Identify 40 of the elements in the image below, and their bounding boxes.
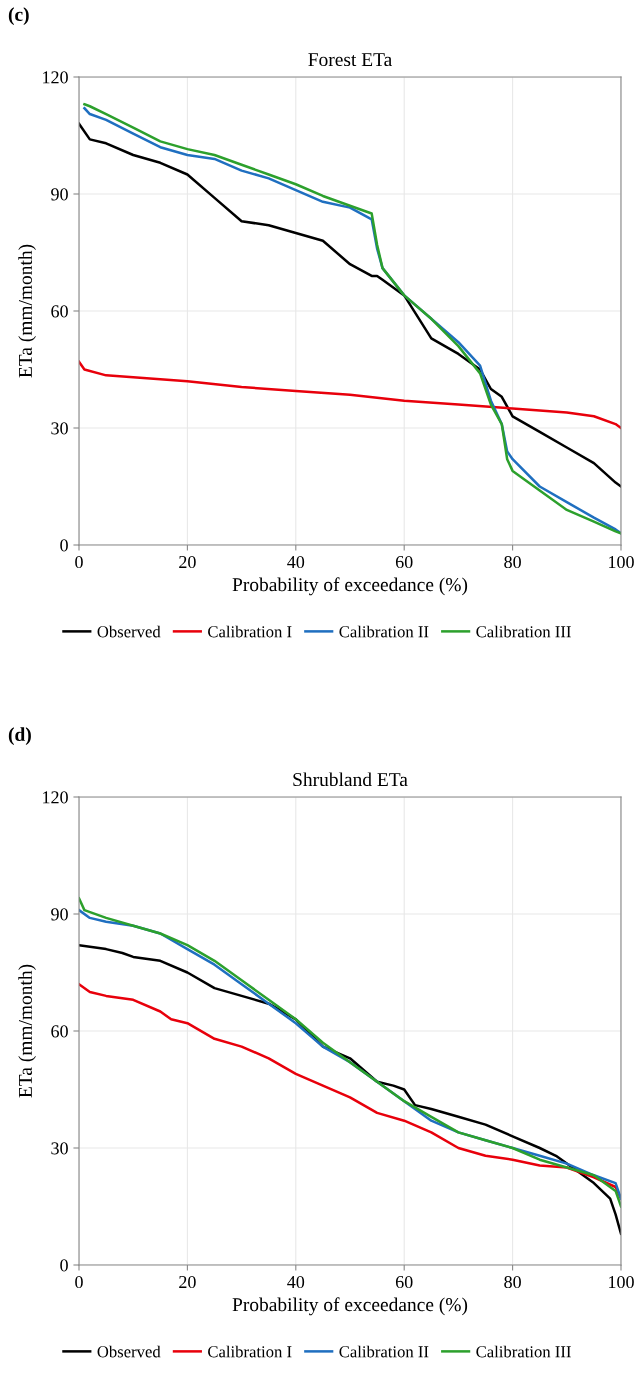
y-tick-label: 30 [51,422,68,435]
legend-label: Calibration III [476,1345,571,1358]
y-tick-label: 120 [43,71,68,84]
text: (c) [8,7,29,25]
legend-label: Calibration II [339,1345,429,1358]
y-tick-label: 60 [51,1025,68,1038]
y-tick-label: 30 [51,1142,68,1155]
x-tick-label: 80 [504,1275,521,1289]
x-tick-label: 100 [609,1275,634,1289]
x-tick-label: 0 [75,1275,83,1289]
legend-label: Calibration II [339,625,429,638]
legend-label: Calibration III [476,625,571,638]
x-tick-label: 40 [287,1275,305,1289]
legend-label: Observed [97,1345,161,1358]
y-tick-label: 0 [60,539,68,552]
x-tick-label: 80 [504,555,521,569]
y-axis-title: ETa (mm/month) [18,244,36,378]
line-series [79,122,621,488]
x-tick-label: 60 [395,555,413,569]
legend-label: Observed [97,625,161,638]
legend-label: Calibration I [208,1345,292,1358]
chart-title: Shrubland ETa [293,772,408,787]
y-tick-label: 60 [51,305,68,318]
y-axis-title: ETa (mm/month) [18,964,36,1098]
line-series [79,360,621,430]
x-axis-title: Probability of exceedance (%) [232,1297,468,1316]
y-tick-label: 120 [43,791,68,804]
x-tick-label: 0 [75,555,83,569]
x-tick-label: 60 [395,1275,413,1289]
x-tick-label: 40 [287,555,305,569]
x-tick-label: 100 [609,555,634,569]
x-tick-label: 20 [179,555,196,569]
text: (d) [8,727,31,745]
y-tick-label: 0 [60,1259,68,1272]
chart-title: Forest ETa [308,53,392,67]
x-axis-title: Probability of exceedance (%) [232,577,468,596]
legend-label: Calibration I [208,625,292,638]
x-tick-label: 20 [179,1275,196,1289]
y-tick-label: 90 [51,188,68,201]
y-tick-label: 90 [51,908,68,921]
